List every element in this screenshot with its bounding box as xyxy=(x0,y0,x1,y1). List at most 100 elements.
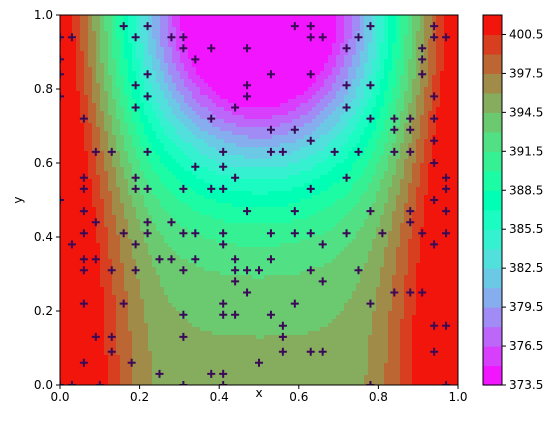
contour-cell xyxy=(424,95,429,100)
contour-cell xyxy=(128,83,133,88)
contour-cell xyxy=(312,27,317,32)
contour-cell xyxy=(164,199,169,204)
contour-cell xyxy=(196,107,201,112)
contour-cell xyxy=(224,211,229,216)
contour-cell xyxy=(240,135,245,140)
contour-cell xyxy=(204,127,209,132)
contour-cell xyxy=(364,51,369,56)
contour-cell xyxy=(264,19,269,24)
contour-cell xyxy=(192,143,197,148)
contour-cell xyxy=(68,211,73,216)
contour-cell xyxy=(392,95,397,100)
contour-cell xyxy=(352,55,357,60)
contour-cell xyxy=(172,171,177,176)
contour-cell xyxy=(452,35,457,40)
contour-cell xyxy=(372,195,377,200)
contour-cell xyxy=(296,143,301,148)
contour-cell xyxy=(188,115,193,120)
contour-cell xyxy=(192,167,197,172)
contour-cell xyxy=(296,99,301,104)
contour-cell xyxy=(372,55,377,60)
contour-cell xyxy=(256,191,261,196)
contour-cell xyxy=(392,91,397,96)
contour-cell xyxy=(240,179,245,184)
contour-cell xyxy=(160,207,165,212)
contour-cell xyxy=(440,163,445,168)
contour-cell xyxy=(152,135,157,140)
contour-cell xyxy=(212,199,217,204)
contour-cell xyxy=(184,67,189,72)
contour-cell xyxy=(140,211,145,216)
contour-cell xyxy=(384,43,389,48)
contour-cell xyxy=(424,39,429,44)
contour-cell xyxy=(292,75,297,80)
contour-cell xyxy=(304,151,309,156)
contour-cell xyxy=(344,167,349,172)
contour-cell xyxy=(68,151,73,156)
contour-cell xyxy=(152,203,157,208)
contour-cell xyxy=(304,47,309,52)
contour-cell xyxy=(128,159,133,164)
contour-cell xyxy=(272,19,277,24)
contour-cell xyxy=(276,23,281,28)
contour-cell xyxy=(112,111,117,116)
contour-cell xyxy=(120,87,125,92)
contour-cell xyxy=(176,95,181,100)
contour-cell xyxy=(148,107,153,112)
contour-cell xyxy=(124,83,129,88)
contour-cell xyxy=(144,167,149,172)
contour-cell xyxy=(360,19,365,24)
contour-cell xyxy=(168,15,173,20)
contour-cell xyxy=(240,207,245,212)
contour-cell xyxy=(216,167,221,172)
contour-cell xyxy=(160,163,165,168)
contour-cell xyxy=(432,107,437,112)
contour-cell xyxy=(176,47,181,52)
contour-cell xyxy=(196,47,201,52)
contour-cell xyxy=(388,179,393,184)
contour-cell xyxy=(396,123,401,128)
contour-cell xyxy=(160,87,165,92)
contour-cell xyxy=(176,51,181,56)
contour-cell xyxy=(132,55,137,60)
contour-cell xyxy=(132,191,137,196)
contour-cell xyxy=(72,195,77,200)
contour-cell xyxy=(152,127,157,132)
contour-cell xyxy=(96,95,101,100)
contour-cell xyxy=(456,83,458,88)
contour-cell xyxy=(304,147,309,152)
contour-cell xyxy=(344,203,349,208)
contour-cell xyxy=(296,123,301,128)
contour-cell xyxy=(268,107,273,112)
contour-cell xyxy=(116,127,121,132)
contour-cell xyxy=(396,47,401,52)
contour-cell xyxy=(208,87,213,92)
contour-cell xyxy=(76,151,81,156)
contour-cell xyxy=(88,67,93,72)
contour-cell xyxy=(320,167,325,172)
contour-cell xyxy=(364,195,369,200)
contour-cell xyxy=(316,67,321,72)
contour-cell xyxy=(88,175,93,180)
contour-cell xyxy=(60,75,65,80)
contour-cell xyxy=(220,47,225,52)
contour-cell xyxy=(328,91,333,96)
contour-cell xyxy=(376,99,381,104)
contour-cell xyxy=(116,151,121,156)
contour-cell xyxy=(428,115,433,120)
contour-cell xyxy=(440,147,445,152)
contour-cell xyxy=(136,155,141,160)
contour-cell xyxy=(340,155,345,160)
contour-cell xyxy=(412,75,417,80)
contour-cell xyxy=(188,27,193,32)
contour-cell xyxy=(88,191,93,196)
contour-cell xyxy=(384,67,389,72)
contour-cell xyxy=(192,31,197,36)
contour-cell xyxy=(68,19,73,24)
contour-cell xyxy=(336,35,341,40)
contour-cell xyxy=(432,191,437,196)
contour-cell xyxy=(244,183,249,188)
contour-cell xyxy=(280,91,285,96)
contour-cell xyxy=(124,183,129,188)
contour-cell xyxy=(428,171,433,176)
